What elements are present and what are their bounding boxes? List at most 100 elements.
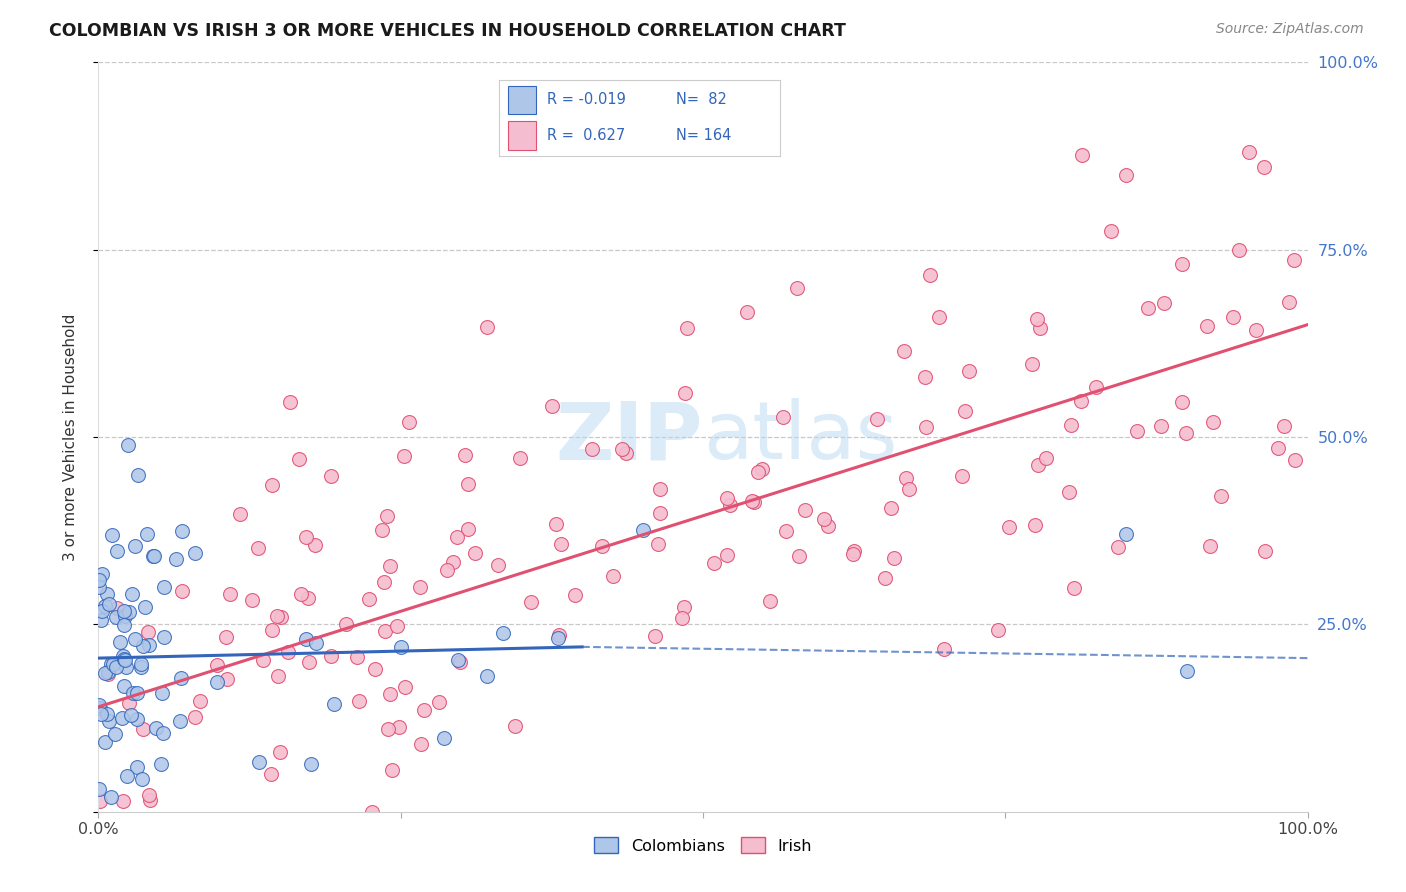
Point [377,508,399,523]
Point [127,760,149,774]
Point [1115,527,1137,541]
Point [898,483,921,497]
Point [1084,380,1107,394]
Point [454,448,477,462]
Point [104,610,127,624]
Point [371,523,394,537]
Point [90,613,112,627]
Point [1272,418,1295,433]
Point [591,539,613,553]
Point [1278,295,1301,310]
Point [413,703,436,717]
Point [817,518,839,533]
Point [97,665,120,680]
Point [118,696,141,710]
Point [842,543,865,558]
Point [915,419,938,434]
Point [104,660,127,674]
Point [170,584,193,599]
Point [115,660,138,674]
Point [94,665,117,680]
Text: R =  0.627: R = 0.627 [547,128,626,143]
Point [114,604,136,618]
Point [322,698,344,712]
Point [544,517,567,532]
Point [503,719,526,733]
Point [90,706,112,721]
Point [247,755,270,769]
Point [100,657,122,672]
Point [145,722,167,736]
Point [1035,451,1057,466]
Point [1197,319,1219,334]
Point [304,538,326,552]
Point [349,694,371,708]
Point [96,707,118,722]
Point [110,634,132,648]
Point [97,667,120,681]
Point [89,781,111,796]
Point [305,636,328,650]
Point [772,410,794,425]
Point [735,305,758,319]
Point [866,412,889,426]
Point [299,756,322,771]
Point [98,714,121,729]
Point [392,450,415,464]
Point [793,503,815,517]
Point [564,588,586,602]
Point [1107,540,1129,554]
Point [718,498,741,512]
Point [842,548,865,562]
Point [270,609,292,624]
Point [101,657,124,671]
Point [260,478,283,492]
Point [436,563,458,577]
Point [205,657,228,672]
Point [138,792,160,806]
Point [787,549,810,563]
Point [117,769,139,783]
Point [703,556,725,570]
Point [170,524,193,538]
Point [132,639,155,653]
Point [298,656,321,670]
Point [91,566,114,581]
Point [550,537,572,551]
Point [132,722,155,736]
Point [114,653,136,667]
Point [1211,489,1233,503]
Point [716,491,738,505]
Point [104,727,127,741]
Point [1024,517,1046,532]
FancyBboxPatch shape [508,86,536,114]
Point [374,624,396,639]
Y-axis label: 3 or more Vehicles in Household: 3 or more Vehicles in Household [63,313,77,561]
Legend: Colombians, Irish: Colombians, Irish [588,830,818,860]
Point [742,495,765,509]
Point [381,763,404,777]
Point [129,660,152,674]
Point [411,737,433,751]
Point [89,794,111,808]
Point [124,632,146,646]
Point [380,559,402,574]
Point [87,573,110,587]
Point [134,599,156,614]
Point [486,558,509,572]
Point [1171,257,1194,271]
Point [1199,540,1222,554]
Point [918,268,941,282]
Point [614,446,637,460]
Point [464,545,486,559]
Point [136,526,159,541]
Point [673,599,696,614]
Text: ZIP: ZIP [555,398,703,476]
Point [1070,148,1092,162]
Point [205,674,228,689]
Point [548,628,571,642]
Point [359,591,381,606]
Point [893,343,915,358]
Point [105,544,128,558]
Point [288,452,311,467]
